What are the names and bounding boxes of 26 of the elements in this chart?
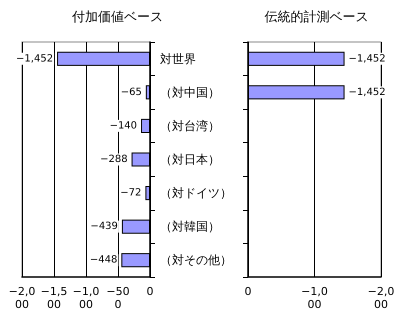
data-label: −288 xyxy=(100,154,128,165)
y-tick-label: （対ドイツ） xyxy=(160,186,232,200)
chart-title: 伝統的計測ベース xyxy=(264,10,368,25)
y-tick-label: 対世界 xyxy=(160,52,196,66)
data-label: −72 xyxy=(120,188,142,199)
x-tick-label: −1,000 xyxy=(301,285,328,311)
x-tick-label: 0 xyxy=(146,285,154,298)
y-tick-label: （対台湾） xyxy=(160,118,220,133)
y-tick-label: （対中国） xyxy=(160,85,220,100)
data-label: −1,452 xyxy=(16,53,54,64)
x-tick-label: −2,000 xyxy=(8,285,36,311)
data-label: −140 xyxy=(110,120,138,132)
data-label: −1,452 xyxy=(348,86,386,98)
y-tick-label: （対韓国） xyxy=(160,220,220,234)
data-label: −439 xyxy=(90,221,118,232)
data-label: −65 xyxy=(120,86,142,98)
data-label: −448 xyxy=(90,254,118,266)
y-tick-label: （対その他） xyxy=(160,253,232,268)
y-tick-label: （対日本） xyxy=(160,152,220,166)
chart-title: 付加価値ベース xyxy=(71,10,163,25)
x-tick-label: −500 xyxy=(106,285,130,311)
x-tick-label: 0 xyxy=(244,285,252,298)
x-tick-label: −1,500 xyxy=(40,285,68,311)
x-tick-label: −1,000 xyxy=(72,285,100,311)
x-tick-label: −2,000 xyxy=(368,285,394,311)
data-label: −1,452 xyxy=(348,53,386,64)
